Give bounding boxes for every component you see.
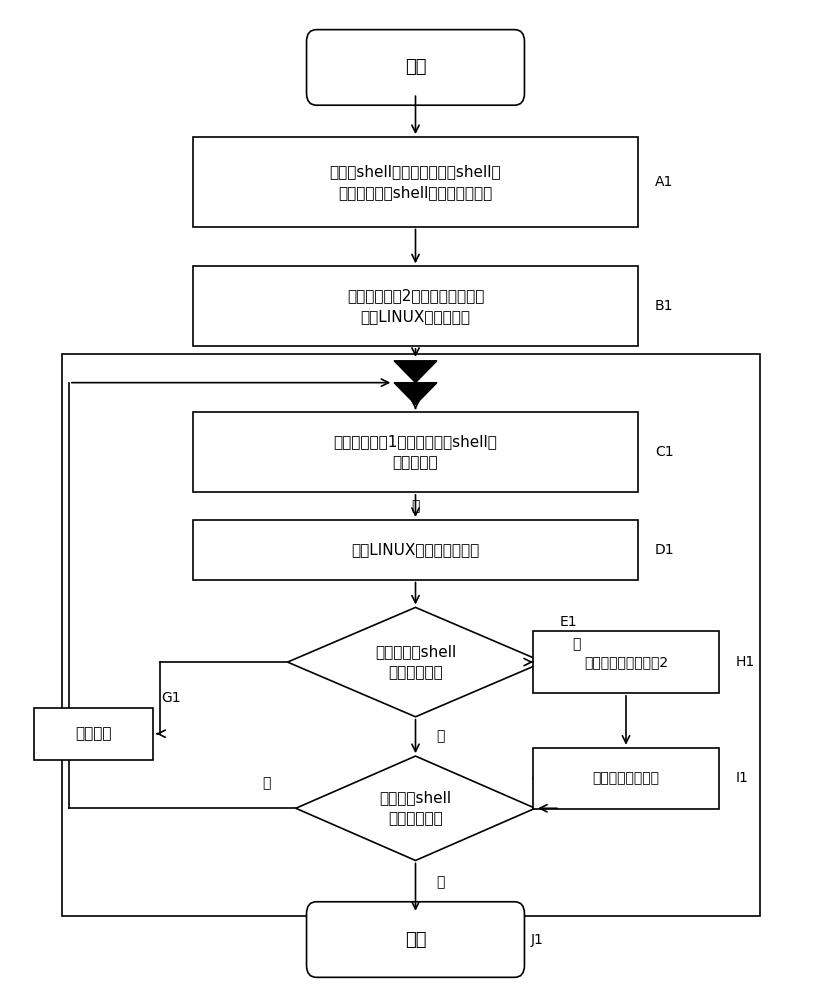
Polygon shape <box>296 756 535 860</box>
Text: 结束: 结束 <box>405 931 426 949</box>
Polygon shape <box>394 383 437 405</box>
Bar <box>193 520 638 580</box>
Bar <box>534 748 719 809</box>
Text: F1: F1 <box>543 764 560 778</box>
Text: B1: B1 <box>655 299 673 313</box>
Text: G1: G1 <box>162 691 181 705</box>
Bar <box>534 631 719 693</box>
Text: 读取共享文件1，存储进程与shell索
引对应关系: 读取共享文件1，存储进程与shell索 引对应关系 <box>333 434 498 470</box>
Text: 是: 是 <box>411 499 420 513</box>
Bar <box>193 137 638 227</box>
Bar <box>62 354 760 916</box>
FancyBboxPatch shape <box>307 30 524 105</box>
Polygon shape <box>288 607 543 717</box>
Text: C1: C1 <box>655 445 673 459</box>
Bar <box>193 412 638 492</box>
Text: 创建共享文件2，用于向应用进程
传递LINUX系统的命令: 创建共享文件2，用于向应用进程 传递LINUX系统的命令 <box>347 288 484 324</box>
Text: H1: H1 <box>735 655 755 669</box>
Text: 将命令写入共享文件2: 将命令写入共享文件2 <box>584 655 668 669</box>
Text: E1: E1 <box>560 615 578 629</box>
FancyBboxPatch shape <box>307 902 524 977</box>
Polygon shape <box>394 361 437 383</box>
Text: 读取LINUX系统串口的输入: 读取LINUX系统串口的输入 <box>352 542 479 557</box>
Text: 开始: 开始 <box>405 58 426 76</box>
Text: 否: 否 <box>263 776 271 790</box>
Text: I1: I1 <box>735 771 748 785</box>
Bar <box>34 708 154 760</box>
Text: 判断是否为shell
进程自身命令: 判断是否为shell 进程自身命令 <box>375 644 456 680</box>
Text: 是: 是 <box>436 875 445 889</box>
Bar <box>193 266 638 346</box>
Text: 执行命令: 执行命令 <box>76 726 112 741</box>
Text: A1: A1 <box>655 175 673 189</box>
Text: 是: 是 <box>436 729 445 743</box>
Text: D1: D1 <box>655 543 675 557</box>
Text: 向相应进程发信号: 向相应进程发信号 <box>593 771 660 785</box>
Text: 否: 否 <box>573 637 581 651</box>
Text: J1: J1 <box>531 933 544 947</box>
Text: 判断是否shell
进程退出命令: 判断是否shell 进程退出命令 <box>380 790 451 826</box>
Text: 初始化shell进程切换命令，shell进
程退出命令等shell进程自身的命令: 初始化shell进程切换命令，shell进 程退出命令等shell进程自身的命令 <box>330 164 501 200</box>
